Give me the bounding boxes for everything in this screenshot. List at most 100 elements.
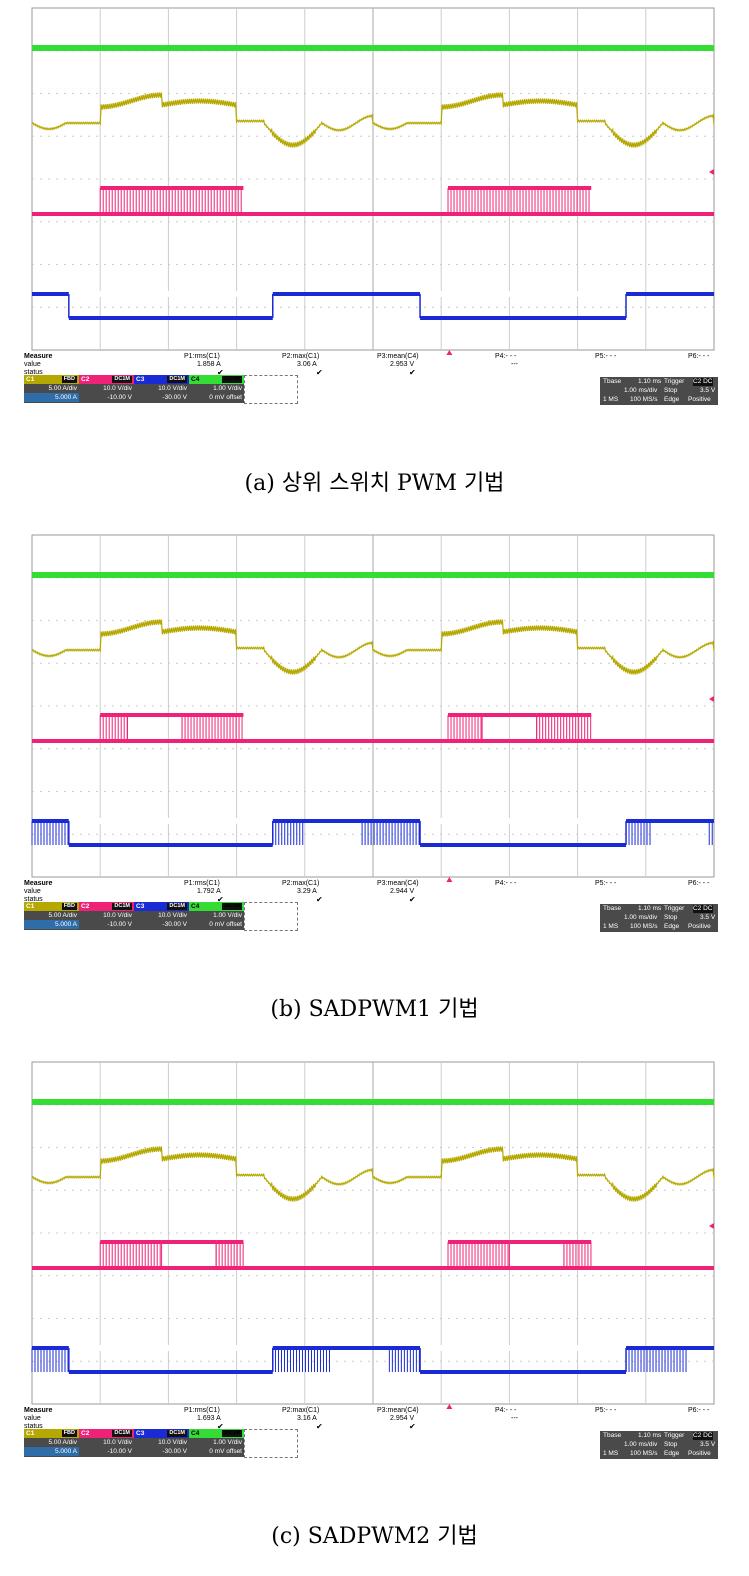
channel-scale: 10.0 V/div — [103, 912, 132, 919]
c3-gap — [68, 291, 273, 297]
param-name: P1:rms(C1) — [184, 1407, 220, 1414]
channel-tag: DC1M — [112, 903, 132, 910]
channel-id: C1 — [26, 903, 35, 910]
measure-label: Measure — [24, 1407, 53, 1414]
channel-offset: 0 mV offset — [209, 1448, 242, 1455]
channel-box-c3: C3 DC1M 10.0 V/div -30.00 V — [134, 375, 189, 403]
channel-tag: FBD — [61, 903, 77, 910]
channel-box-c2: C2 DC1M 10.0 V/div -10.00 V — [79, 1429, 134, 1457]
tbase-value: 1.10 ms — [638, 905, 662, 912]
c2-baseline — [32, 1266, 714, 1270]
channel-tag: DC1M — [167, 376, 187, 383]
channel-offset: 0 mV offset — [209, 394, 242, 401]
tbase-label: Tbase — [603, 1432, 622, 1439]
tbase-value: 1.10 ms — [638, 1432, 662, 1439]
c3-high — [32, 1346, 714, 1350]
channel-tag: DC1M — [112, 1430, 132, 1437]
param-value: 2.944 V — [390, 888, 415, 895]
c2-high-segment — [482, 713, 537, 717]
channel-id: C3 — [136, 1430, 145, 1437]
trigger-type: Edge — [664, 1450, 680, 1457]
sample-rate: 100 MS/s — [630, 923, 658, 930]
channel-offset: 5.000 A — [24, 920, 79, 929]
oscilloscope-c — [22, 1054, 722, 1494]
measure-label: Measure — [24, 880, 53, 887]
trigger-mode: Stop — [664, 1441, 678, 1448]
channel-tag: DC1M — [167, 1430, 187, 1437]
trigger-tag: C2 DC — [693, 1432, 713, 1440]
c2-pwm-top — [216, 1240, 244, 1244]
waveform-plot-a — [31, 7, 715, 355]
channel-id: C3 — [136, 903, 145, 910]
c1-trace — [31, 1146, 715, 1202]
trigger-level: 3.5 V — [700, 387, 716, 394]
trigger-mode: Stop — [664, 387, 678, 394]
trigger-label: Trigger — [664, 1432, 685, 1439]
channel-scale: 10.0 V/div — [103, 385, 132, 392]
sample-rate: 100 MS/s — [630, 396, 658, 403]
channel-id: C2 — [81, 903, 90, 910]
channel-box-c2: C2 DC1M 10.0 V/div -10.00 V — [79, 902, 134, 930]
param-value: 2.953 V — [390, 361, 415, 368]
status-check-icon: ✔ — [316, 368, 323, 377]
c4-trace — [32, 45, 714, 51]
channel-tag: DC1M — [167, 903, 187, 910]
trigger-level-marker — [709, 1223, 714, 1229]
channel-box-c4: C4 DC1M 1.00 V/div 0 mV offset — [189, 1429, 244, 1457]
c2-baseline — [32, 739, 714, 743]
measure-label: Measure — [24, 353, 53, 360]
oscilloscope-b — [22, 527, 722, 967]
channel-box-c3: C3 DC1M 10.0 V/div -30.00 V — [134, 902, 189, 930]
trigger-mode: Stop — [664, 914, 678, 921]
param-name: P5:- - - — [595, 353, 617, 360]
c2-pwm-top — [100, 713, 128, 717]
c2-pwm-top — [182, 713, 244, 717]
param-name: P2:max(C1) — [282, 880, 320, 887]
channel-tag: DC1M — [222, 376, 242, 383]
channel-id: C2 — [81, 1430, 90, 1437]
param-value: 1.858 A — [197, 361, 221, 368]
param-value: --- — [511, 361, 518, 368]
c3-high — [32, 819, 714, 823]
oscilloscope-a — [22, 0, 722, 440]
timebase-box-a: Tbase 1.10 ms Trigger C2 DC 1.00 ms/div … — [600, 377, 718, 405]
channel-tag: DC1M — [112, 376, 132, 383]
caption-a: (a) 상위 스위치 PWM 기법 — [244, 471, 505, 496]
c3-gap — [68, 1345, 273, 1351]
param-name: P5:- - - — [595, 1407, 617, 1414]
status-row-label: status — [24, 1423, 43, 1430]
measure-area-a: Measure P1:rms(C1) P2:max(C1) P3:mean(C4… — [22, 352, 722, 418]
channel-tag: DC1M — [222, 903, 242, 910]
param-name: P1:rms(C1) — [184, 880, 220, 887]
param-name: P4:- - - — [495, 353, 517, 360]
channel-scale: 1.00 V/div — [213, 912, 242, 919]
trigger-level-marker — [709, 169, 714, 175]
param-name: P5:- - - — [595, 880, 617, 887]
trigger-type: Edge — [664, 923, 680, 930]
param-value: 1.792 A — [197, 888, 221, 895]
c2-high-segment — [509, 1240, 564, 1244]
param-name: P2:max(C1) — [282, 1407, 320, 1414]
c3-gap — [420, 818, 627, 824]
channel-box-c3: C3 DC1M 10.0 V/div -30.00 V — [134, 1429, 189, 1457]
measure-area-b: Measure P1:rms(C1) P2:max(C1) P3:mean(C4… — [22, 879, 722, 945]
timebase-box-b: Tbase 1.10 ms Trigger C2 DC 1.00 ms/div … — [600, 904, 718, 932]
sample-count: 1 MS — [603, 1450, 619, 1457]
param-value: 2.954 V — [390, 1415, 415, 1422]
c3-low — [420, 316, 627, 320]
timebase-box-c: Tbase 1.10 ms Trigger C2 DC 1.00 ms/div … — [600, 1431, 718, 1459]
trigger-label: Trigger — [664, 378, 685, 385]
channel-id: C4 — [191, 1430, 200, 1437]
trigger-label: Trigger — [664, 905, 685, 912]
channel-scale: 10.0 V/div — [158, 385, 187, 392]
c2-pwm-top — [563, 1240, 592, 1244]
param-name: P6:- - - — [688, 880, 710, 887]
trigger-level: 3.5 V — [700, 1441, 716, 1448]
channel-scale: 5.00 A/div — [48, 912, 77, 919]
channel-offset: -30.00 V — [162, 921, 187, 928]
channel-scale: 5.00 A/div — [48, 385, 77, 392]
status-check-icon: ✔ — [409, 1422, 416, 1431]
param-name: P3:mean(C4) — [377, 880, 419, 887]
c3-low — [68, 316, 273, 320]
trigger-tag: C2 DC — [693, 378, 713, 386]
